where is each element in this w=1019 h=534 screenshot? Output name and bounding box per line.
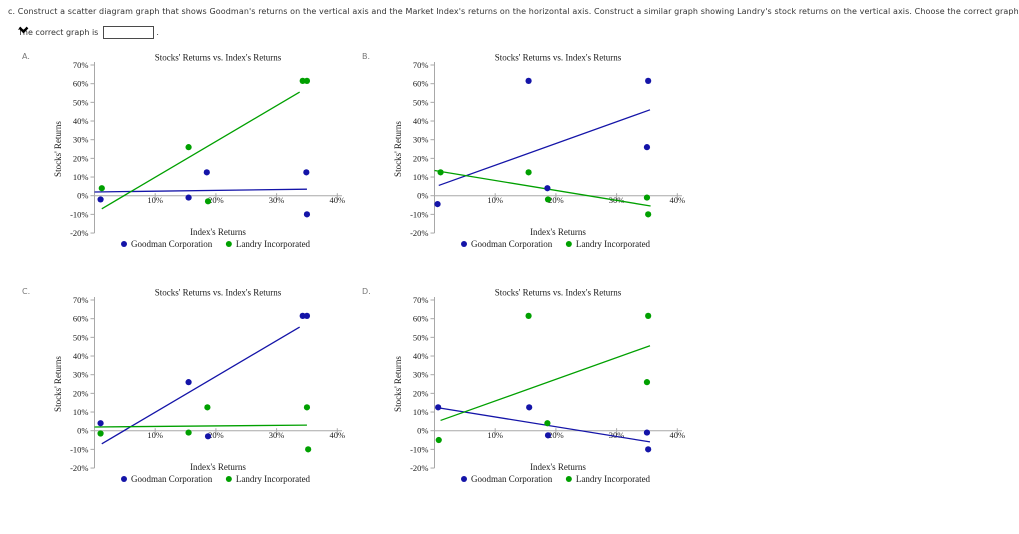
graph-option-b-label: B.: [362, 52, 371, 61]
svg-text:40%: 40%: [413, 351, 429, 361]
svg-text:Landry Incorporated: Landry Incorporated: [576, 239, 651, 249]
svg-text:30%: 30%: [269, 195, 285, 205]
svg-text:10%: 10%: [73, 172, 89, 182]
svg-text:Stocks' Returns: Stocks' Returns: [393, 356, 403, 412]
svg-text:10%: 10%: [413, 172, 429, 182]
scatter-chart-a: 70% 60% 50% 40% 30% 20% 10% 0% -10% -20% 10% 20% 30%…: [53, 53, 346, 250]
svg-text:10%: 10%: [413, 407, 429, 417]
question-text: c. Construct a scatter diagram graph tha…: [8, 7, 1019, 16]
svg-text:10%: 10%: [147, 195, 163, 205]
svg-text:Landry Incorporated: Landry Incorporated: [576, 474, 651, 484]
svg-text:40%: 40%: [670, 195, 686, 205]
svg-text:0%: 0%: [417, 426, 428, 436]
svg-text:-10%: -10%: [70, 444, 88, 454]
graph-option-c-label: C.: [22, 287, 31, 296]
svg-text:20%: 20%: [73, 388, 89, 398]
svg-text:70%: 70%: [73, 60, 89, 70]
svg-text:10%: 10%: [147, 430, 163, 440]
svg-text:Goodman Corporation: Goodman Corporation: [131, 474, 213, 484]
graph-option-b: B. 70% 60% 50% 40% 30% 20% 10% 0% -10% -20% 10% 20%…: [360, 50, 700, 268]
svg-text:Stocks' Returns: Stocks' Returns: [53, 356, 63, 412]
svg-text:Index's Returns: Index's Returns: [530, 227, 586, 237]
svg-text:60%: 60%: [73, 79, 89, 89]
svg-text:-20%: -20%: [410, 463, 428, 473]
svg-text:50%: 50%: [73, 332, 89, 342]
svg-text:20%: 20%: [548, 430, 564, 440]
svg-text:-20%: -20%: [410, 228, 428, 238]
svg-text:20%: 20%: [73, 153, 89, 163]
svg-text:Landry Incorporated: Landry Incorporated: [236, 239, 311, 249]
svg-text:40%: 40%: [413, 116, 429, 126]
svg-text:10%: 10%: [73, 407, 89, 417]
graph-select-dropdown[interactable]: [18, 26, 155, 39]
svg-text:40%: 40%: [330, 430, 346, 440]
chevron-down-icon: [18, 26, 29, 34]
svg-text:0%: 0%: [77, 191, 88, 201]
svg-text:Index's Returns: Index's Returns: [190, 227, 246, 237]
svg-text:30%: 30%: [73, 135, 89, 145]
svg-text:Index's Returns: Index's Returns: [530, 462, 586, 472]
svg-text:0%: 0%: [77, 426, 88, 436]
svg-text:-20%: -20%: [70, 228, 88, 238]
svg-text:Stocks' Returns vs. Index's Re: Stocks' Returns vs. Index's Returns: [495, 288, 622, 298]
svg-text:-10%: -10%: [410, 444, 428, 454]
svg-text:30%: 30%: [73, 370, 89, 380]
svg-text:40%: 40%: [670, 430, 686, 440]
svg-text:50%: 50%: [413, 97, 429, 107]
svg-text:60%: 60%: [73, 314, 89, 324]
graph-option-a: A. 70% 60% 50% 40% 30% 20% 10% 0% -10% -20% 10% 20%…: [20, 50, 360, 268]
svg-text:40%: 40%: [73, 351, 89, 361]
svg-text:60%: 60%: [413, 79, 429, 89]
svg-text:40%: 40%: [330, 195, 346, 205]
svg-text:70%: 70%: [73, 295, 89, 305]
svg-text:10%: 10%: [487, 430, 503, 440]
graph-option-d-label: D.: [362, 287, 371, 296]
svg-text:10%: 10%: [487, 195, 503, 205]
svg-text:50%: 50%: [413, 332, 429, 342]
svg-text:0%: 0%: [417, 191, 428, 201]
svg-text:20%: 20%: [208, 195, 224, 205]
svg-text:Goodman Corporation: Goodman Corporation: [471, 239, 553, 249]
svg-text:40%: 40%: [73, 116, 89, 126]
svg-text:Stocks' Returns: Stocks' Returns: [53, 121, 63, 177]
svg-text:Stocks' Returns vs. Index's Re: Stocks' Returns vs. Index's Returns: [155, 53, 282, 63]
svg-text:Goodman Corporation: Goodman Corporation: [131, 239, 213, 249]
svg-text:30%: 30%: [413, 370, 429, 380]
svg-text:Index's Returns: Index's Returns: [190, 462, 246, 472]
svg-text:-10%: -10%: [410, 209, 428, 219]
graph-option-c: C. 70% 60% 50% 40% 30% 20% 10% 0% -10% -20% 10% 20%…: [20, 285, 360, 503]
svg-text:Stocks' Returns vs. Index's Re: Stocks' Returns vs. Index's Returns: [155, 288, 282, 298]
graph-option-d: D. 70% 60% 50% 40% 30% 20% 10% 0% -10% -20% 10% 20%…: [360, 285, 700, 503]
scatter-chart-d: 70% 60% 50% 40% 30% 20% 10% 0% -10% -20% 10% 20% 30%…: [393, 288, 686, 485]
graph-option-a-label: A.: [22, 52, 30, 61]
svg-text:20%: 20%: [413, 153, 429, 163]
svg-text:70%: 70%: [413, 295, 429, 305]
svg-text:30%: 30%: [269, 430, 285, 440]
svg-text:Stocks' Returns vs. Index's Re: Stocks' Returns vs. Index's Returns: [495, 53, 622, 63]
svg-text:30%: 30%: [609, 430, 625, 440]
svg-text:20%: 20%: [413, 388, 429, 398]
svg-text:Landry Incorporated: Landry Incorporated: [236, 474, 311, 484]
scatter-chart-c: 70% 60% 50% 40% 30% 20% 10% 0% -10% -20% 10% 20% 30%…: [53, 288, 346, 485]
svg-text:20%: 20%: [208, 430, 224, 440]
svg-text:20%: 20%: [548, 195, 564, 205]
answer-suffix: .: [156, 28, 159, 37]
svg-text:70%: 70%: [413, 60, 429, 70]
svg-text:-20%: -20%: [70, 463, 88, 473]
svg-text:Stocks' Returns: Stocks' Returns: [393, 121, 403, 177]
svg-text:60%: 60%: [413, 314, 429, 324]
svg-text:50%: 50%: [73, 97, 89, 107]
answer-prompt: The correct graph is: [18, 28, 99, 37]
svg-text:Goodman Corporation: Goodman Corporation: [471, 474, 553, 484]
scatter-chart-b: 70%60%50%40%30%20%10%0%-10%-20%10%20%30%…: [393, 53, 686, 250]
svg-text:-10%: -10%: [70, 209, 88, 219]
svg-text:30%: 30%: [413, 135, 429, 145]
answer-line: The correct graph is .: [18, 26, 159, 39]
